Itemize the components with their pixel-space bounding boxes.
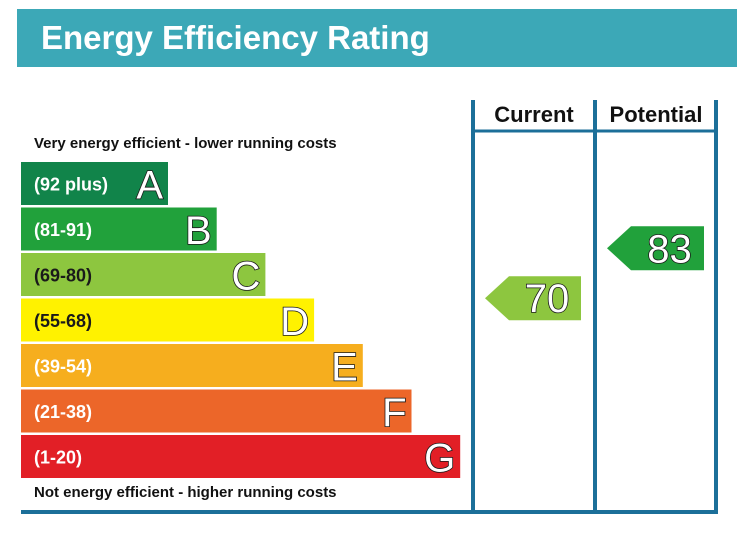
rating-arrow-potential — [607, 226, 704, 271]
rating-value-current: 70 — [525, 277, 570, 321]
band-range-d: (55-68) — [34, 311, 92, 331]
top-note: Very energy efficient - lower running co… — [34, 135, 337, 152]
band-range-a: (92 plus) — [34, 175, 108, 195]
band-letter-b: B — [185, 209, 212, 253]
band-letter-d: D — [280, 300, 309, 344]
band-letter-g: G — [424, 437, 455, 481]
rating-arrow-current — [485, 276, 581, 321]
band-letter-a: A — [136, 164, 163, 208]
band-letter-c: C — [232, 255, 261, 299]
band-range-c: (69-80) — [34, 266, 92, 286]
band-bar-a — [21, 162, 168, 205]
page-title: Energy Efficiency Rating — [41, 19, 430, 56]
band-range-f: (21-38) — [34, 402, 92, 422]
band-range-e: (39-54) — [34, 357, 92, 377]
header-banner: Energy Efficiency Rating — [17, 9, 737, 67]
band-bar-e — [21, 344, 363, 387]
band-range-b: (81-91) — [34, 220, 92, 240]
band-bar-f — [21, 389, 412, 433]
band-bar-c — [21, 253, 266, 296]
rating-value-potential: 83 — [647, 227, 692, 271]
band-bar-g — [21, 435, 461, 478]
bottom-note: Not energy efficient - higher running co… — [34, 484, 337, 501]
band-range-g: (1-20) — [34, 448, 82, 468]
band-letter-e: E — [331, 346, 358, 390]
column-header-current: Current — [494, 102, 574, 127]
band-bar-d — [21, 298, 315, 342]
band-letter-f: F — [382, 391, 406, 435]
band-bar-b — [21, 207, 217, 251]
column-header-potential: Potential — [610, 102, 703, 127]
